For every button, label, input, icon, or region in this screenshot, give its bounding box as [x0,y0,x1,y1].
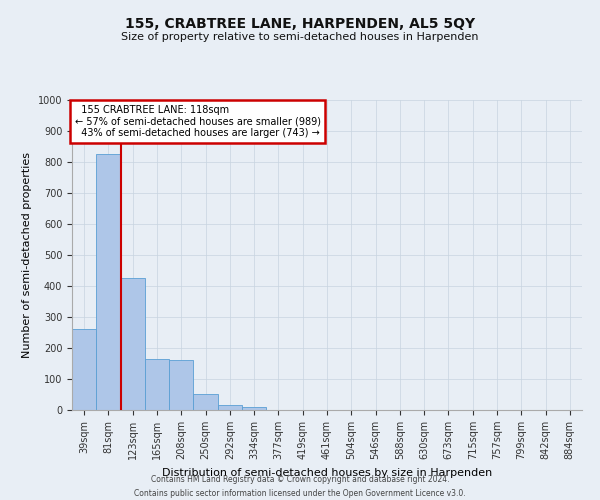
X-axis label: Distribution of semi-detached houses by size in Harpenden: Distribution of semi-detached houses by … [162,468,492,477]
Bar [121,278,145,410]
Bar [72,330,96,410]
Text: Contains HM Land Registry data © Crown copyright and database right 2024.
Contai: Contains HM Land Registry data © Crown c… [134,476,466,498]
Text: 155, CRABTREE LANE, HARPENDEN, AL5 5QY: 155, CRABTREE LANE, HARPENDEN, AL5 5QY [125,18,475,32]
Bar [96,154,121,410]
Bar [193,394,218,410]
Bar [242,407,266,410]
Bar [145,359,169,410]
Bar [169,360,193,410]
Bar [218,406,242,410]
Text: Size of property relative to semi-detached houses in Harpenden: Size of property relative to semi-detach… [121,32,479,42]
Text: 155 CRABTREE LANE: 118sqm
← 57% of semi-detached houses are smaller (989)
  43% : 155 CRABTREE LANE: 118sqm ← 57% of semi-… [74,104,320,138]
Y-axis label: Number of semi-detached properties: Number of semi-detached properties [22,152,32,358]
